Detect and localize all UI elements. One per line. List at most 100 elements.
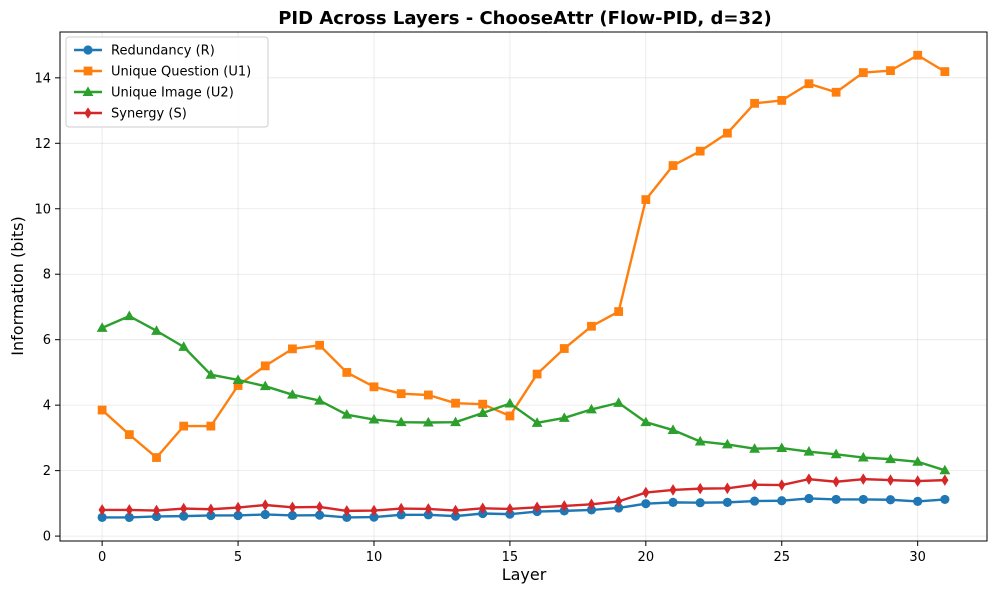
series-line (101, 54, 946, 459)
y-tick-label: 10 (34, 202, 51, 217)
data-point (777, 496, 787, 506)
data-point (396, 389, 406, 399)
data-point (776, 442, 788, 453)
data-point (98, 504, 106, 516)
series-2 (97, 50, 950, 462)
data-point (558, 412, 570, 422)
axis-ticks: 0 5 10 15 20 25 30 0 2 4 6 8 10 12 14 (34, 71, 925, 565)
data-point (152, 504, 161, 517)
data-point (777, 96, 787, 105)
legend-entry: Redundancy (R) (74, 44, 215, 59)
data-point (669, 484, 677, 496)
data-point (314, 394, 326, 405)
data-point (832, 475, 840, 488)
data-point (749, 496, 760, 506)
data-point (234, 501, 242, 514)
data-point (857, 451, 869, 462)
data-point (451, 504, 460, 517)
data-point (804, 493, 814, 504)
data-point (287, 510, 298, 521)
data-point (913, 496, 923, 506)
data-point (125, 504, 133, 516)
data-point (668, 497, 678, 507)
data-point (805, 473, 813, 485)
data-point (886, 474, 895, 486)
data-point (641, 499, 651, 509)
series-1 (97, 493, 950, 523)
legend-label: Unique Question (U1) (111, 65, 251, 80)
data-point (723, 482, 731, 495)
data-point (123, 310, 135, 321)
data-point (179, 421, 189, 431)
x-tick-label: 0 (98, 550, 106, 565)
data-point (505, 411, 515, 421)
x-tick-label: 30 (909, 550, 926, 565)
data-point (778, 479, 786, 491)
data-point (586, 403, 597, 414)
data-point (912, 456, 924, 466)
x-tick-label: 10 (366, 550, 383, 565)
y-tick-label: 2 (43, 464, 51, 479)
data-point (587, 321, 596, 331)
legend-marker (83, 45, 93, 55)
x-tick-label: 20 (638, 550, 655, 565)
x-tick-label: 15 (502, 550, 519, 565)
data-point (206, 510, 216, 521)
chart-title: PID Across Layers - ChooseAttr (Flow-PID… (278, 8, 772, 29)
data-point (316, 501, 324, 513)
data-point (940, 494, 950, 505)
data-point (396, 510, 406, 520)
data-point (423, 390, 433, 400)
y-tick-label: 4 (43, 399, 51, 414)
data-point (370, 504, 378, 517)
data-point (151, 511, 162, 522)
data-point (260, 509, 270, 520)
plot-frame (59, 31, 988, 542)
data-point (641, 195, 651, 204)
data-point (750, 478, 759, 491)
data-point (506, 503, 514, 515)
data-point (232, 374, 244, 384)
data-point (885, 495, 896, 505)
data-point (180, 502, 188, 515)
data-point (696, 482, 704, 495)
data-point (450, 416, 461, 427)
series-layer (96, 50, 951, 523)
data-point (858, 68, 868, 77)
series-line (101, 314, 946, 472)
data-point (343, 505, 351, 517)
x-tick-label: 25 (773, 550, 790, 565)
legend-marker (83, 66, 93, 76)
data-point (233, 510, 243, 521)
data-point (695, 146, 705, 156)
data-point (913, 50, 923, 60)
data-point (97, 512, 107, 523)
data-point (614, 503, 624, 513)
legend-entry: Unique Image (U2) (74, 86, 234, 101)
data-point (395, 416, 407, 427)
data-point (831, 87, 841, 97)
data-point (151, 325, 162, 335)
data-point (803, 446, 815, 456)
data-point (422, 416, 434, 427)
data-point (940, 67, 950, 77)
y-tick-label: 8 (43, 268, 51, 283)
data-point (614, 307, 624, 316)
legend-marker (84, 107, 92, 119)
legend: Redundancy (R) Unique Question (U1) Unique… (65, 36, 269, 128)
data-point (479, 502, 487, 515)
series-line (102, 477, 945, 513)
data-point (368, 413, 380, 424)
data-point (722, 128, 732, 138)
y-tick-label: 0 (43, 530, 51, 545)
data-point (179, 511, 189, 521)
y-tick-label: 6 (43, 333, 51, 348)
y-tick-label: 12 (34, 137, 51, 152)
legend-label: Synergy (S) (111, 107, 187, 122)
data-point (424, 503, 432, 515)
legend-box (65, 36, 269, 128)
data-point (124, 512, 134, 523)
data-point (124, 430, 134, 440)
data-point (287, 389, 298, 399)
